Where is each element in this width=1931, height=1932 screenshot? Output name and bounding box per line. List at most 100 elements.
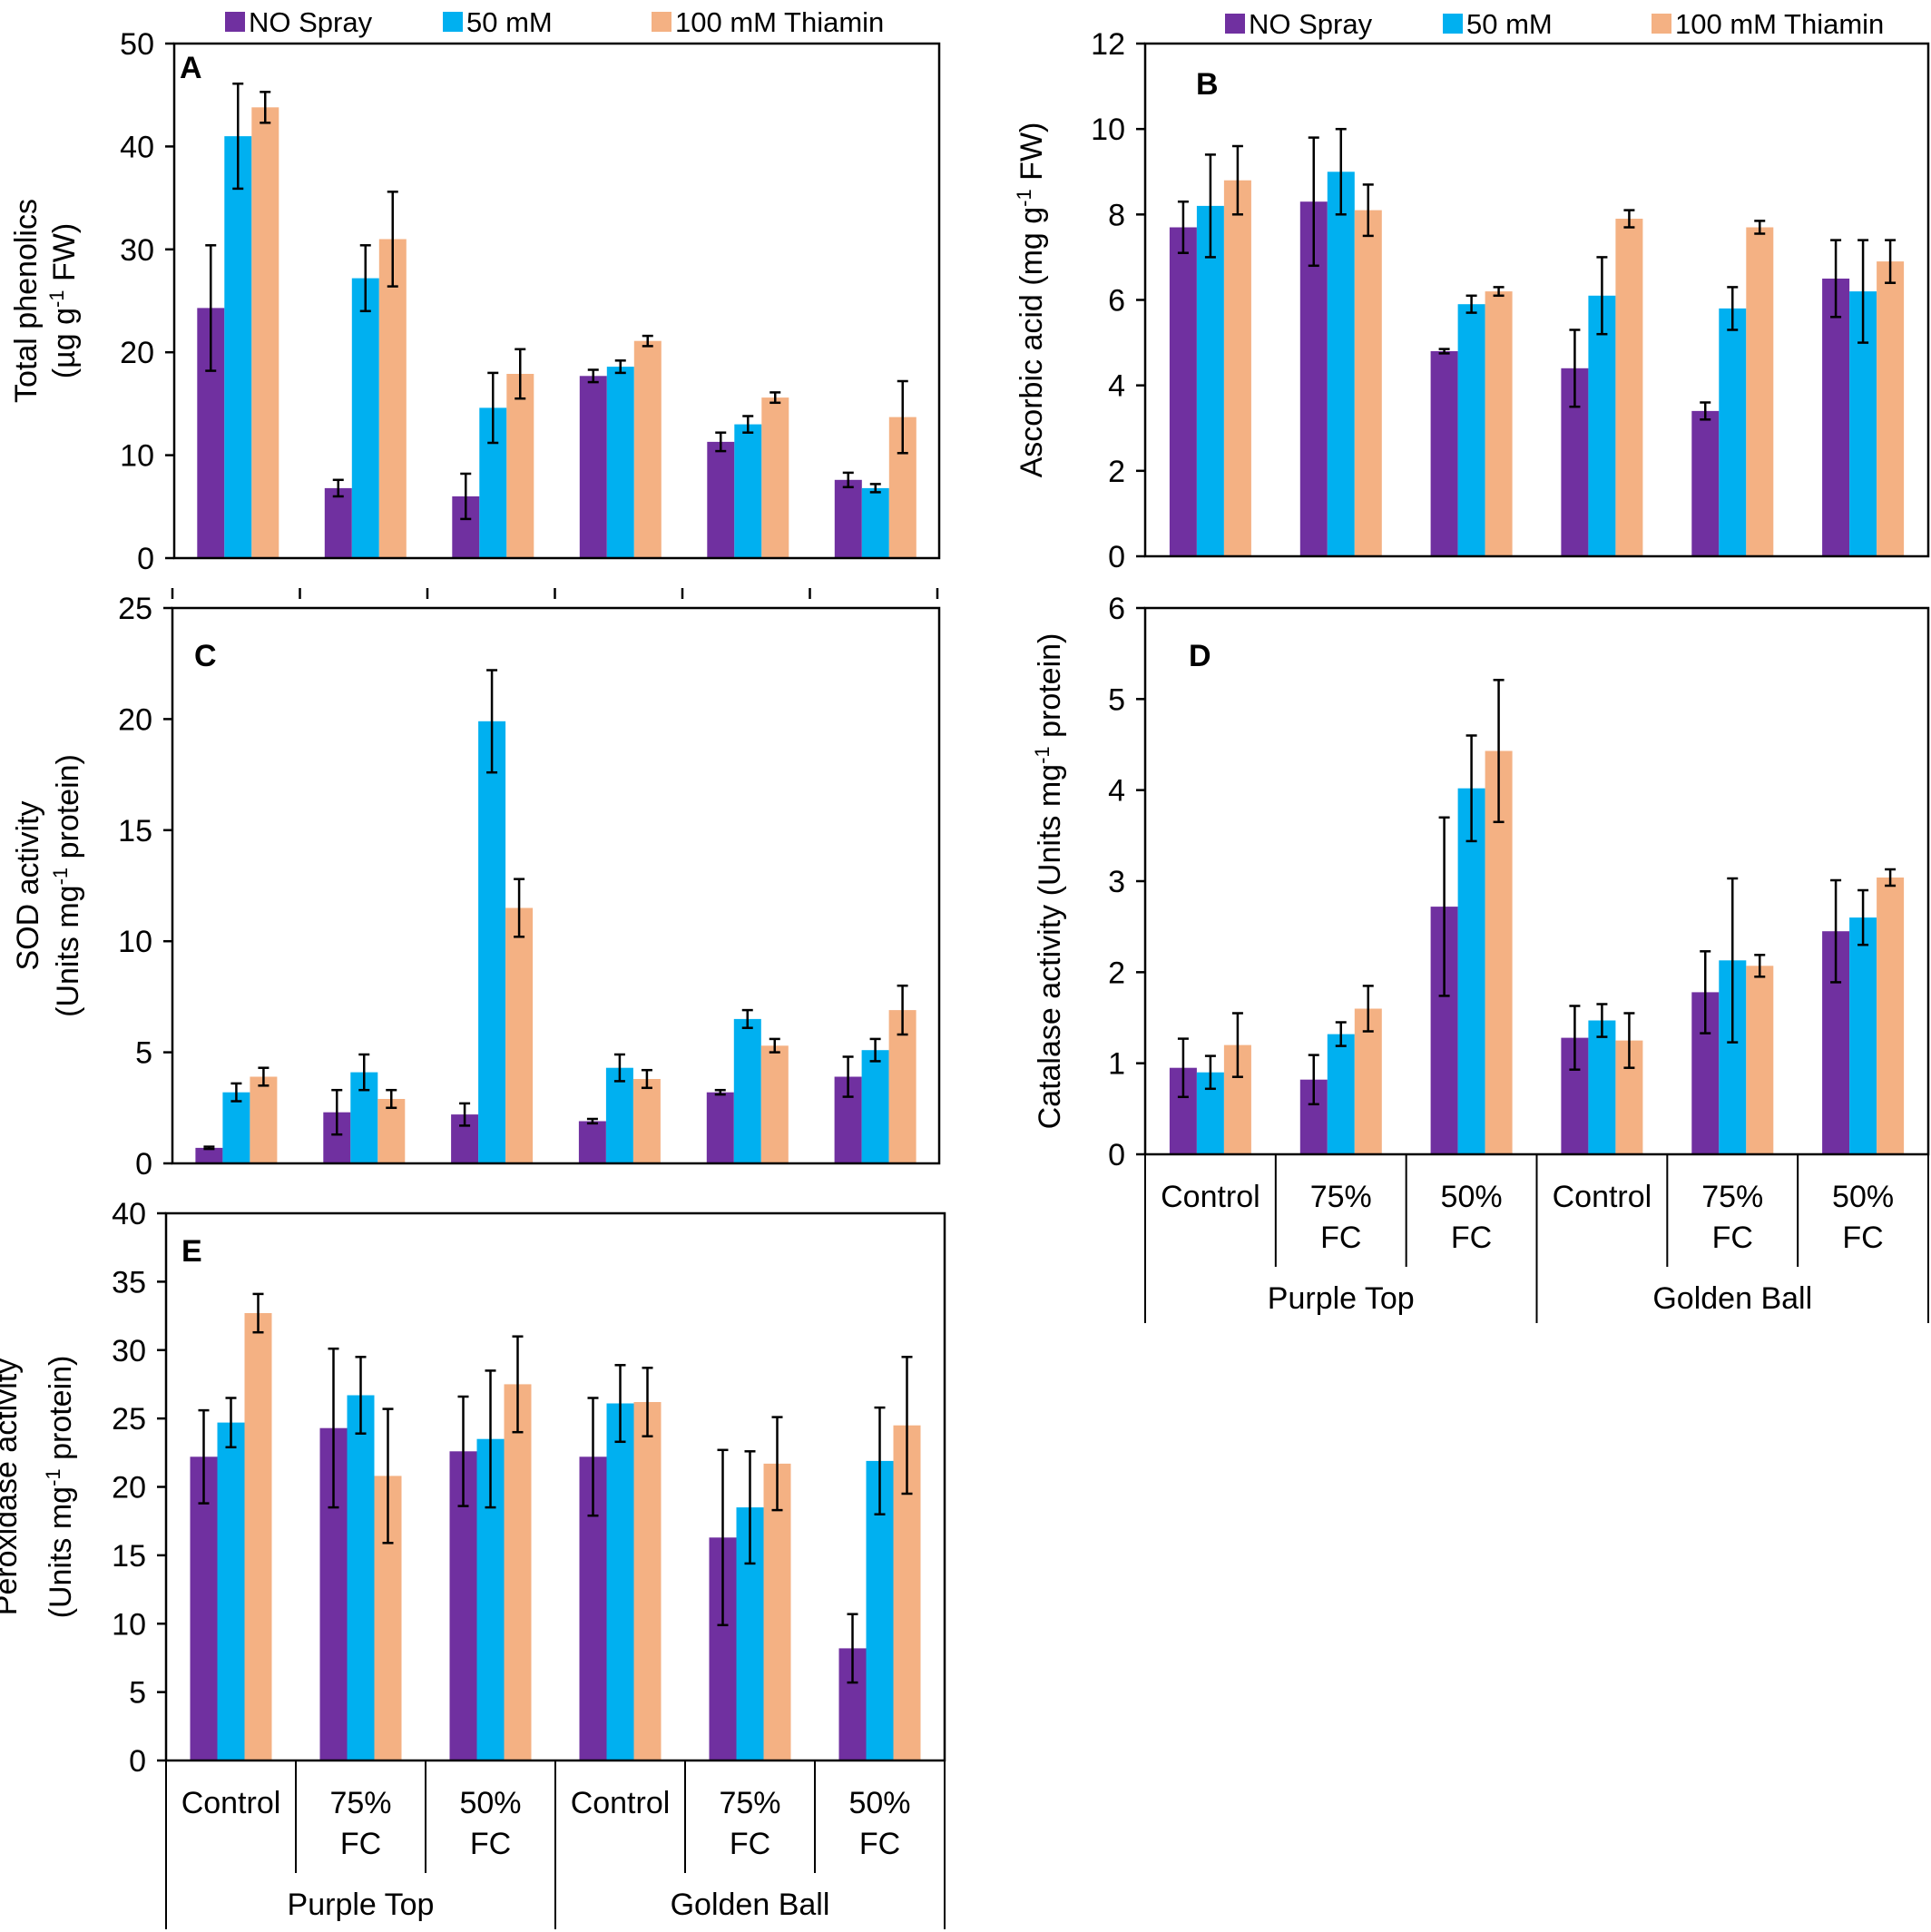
plot-frame	[1143, 606, 1930, 1156]
y-tick-label: 10	[120, 439, 154, 474]
legend: NO Spray 50 mM 100 mM Thiamin	[225, 6, 884, 38]
bar	[244, 1313, 272, 1760]
bar	[578, 1121, 606, 1163]
plot-frame	[164, 1211, 946, 1762]
legend-swatch	[1443, 14, 1463, 34]
category-label: 50% FC	[848, 1786, 910, 1861]
bar	[734, 424, 762, 558]
y-tick-label: 35	[112, 1265, 146, 1299]
bar	[861, 1050, 889, 1163]
category-label: 75% FC	[329, 1786, 391, 1861]
y-tick-label: 25	[112, 1402, 146, 1437]
bar	[606, 1403, 634, 1760]
panel-letter: A	[180, 51, 202, 85]
bar	[1588, 1020, 1616, 1154]
category-label: 75% FC	[719, 1786, 780, 1861]
bar	[347, 1395, 375, 1760]
bar	[1354, 1008, 1382, 1154]
y-tick-label: 0	[129, 1744, 146, 1779]
y-tick-label: 0	[1108, 540, 1125, 574]
plot-frame	[1143, 42, 1930, 558]
category-label: 75% FC	[1310, 1180, 1372, 1255]
plot-frame	[172, 42, 941, 560]
y-tick-label: 50	[120, 27, 154, 62]
y-tick-label: 12	[1091, 27, 1125, 62]
bar	[707, 441, 735, 558]
bar	[377, 1099, 406, 1163]
bar	[761, 397, 789, 558]
bar	[1196, 205, 1224, 556]
bar	[195, 1147, 223, 1163]
category-label: Control	[181, 1786, 281, 1820]
panel-d: 0 1 2 3 4 5 6 Catalase activity (Units mg-1 pro…	[1031, 592, 1930, 1323]
y-tick-label: 10	[112, 1607, 146, 1642]
bar	[1457, 304, 1485, 556]
y-axis-title-line1: Total phenolics	[9, 199, 44, 403]
bar	[632, 1079, 661, 1163]
y-axis-title-line1: Peroxidase activity	[0, 1358, 24, 1615]
bar	[1877, 261, 1905, 556]
category-label: Control	[1161, 1180, 1260, 1214]
bar	[706, 1092, 734, 1163]
bar	[190, 1456, 218, 1760]
bar	[733, 1018, 761, 1163]
bar	[834, 479, 862, 558]
legend-swatch	[443, 12, 463, 32]
panel-letter: D	[1189, 639, 1211, 673]
y-tick-label: 2	[1108, 455, 1125, 489]
bar	[1430, 351, 1458, 556]
bar	[606, 367, 634, 558]
legend-swatch	[1225, 14, 1245, 34]
y-tick-label: 0	[137, 542, 154, 576]
y-tick-label: 8	[1108, 198, 1125, 232]
group-label: Golden Ball	[1652, 1281, 1812, 1316]
category-label: Control	[571, 1786, 671, 1820]
legend-label: 50 mM	[466, 6, 553, 38]
y-tick-label: 15	[112, 1539, 146, 1574]
y-tick-label: 20	[118, 702, 152, 737]
bar	[324, 487, 352, 558]
bar	[1719, 308, 1747, 556]
y-tick-label: 25	[118, 592, 152, 626]
bar	[224, 136, 252, 558]
bar	[222, 1092, 250, 1163]
y-axis-title-line2: (Units mg-1 protein)	[49, 754, 85, 1017]
category-label: 50% FC	[459, 1786, 521, 1861]
bar	[1746, 966, 1774, 1154]
bar	[478, 721, 506, 1163]
y-tick-label: 40	[112, 1197, 146, 1231]
y-axis-title-line2: Ascorbic acid (mg g-1 FW)	[1013, 123, 1049, 478]
legend-label: 50 mM	[1466, 8, 1553, 40]
y-tick-label: 6	[1108, 284, 1125, 319]
y-tick-label: 0	[135, 1147, 152, 1182]
panel-e: 0 5 10 15 20 25 30 35 40 Peroxidase activity (Unit…	[0, 1197, 946, 1929]
legend-label: NO Spray	[249, 6, 373, 38]
y-tick-label: 3	[1108, 865, 1125, 899]
y-tick-label: 4	[1108, 369, 1125, 404]
plot-frame	[171, 606, 941, 1165]
panel-letter: E	[181, 1234, 202, 1269]
category-label: 50% FC	[1441, 1180, 1503, 1255]
bar	[1849, 917, 1877, 1154]
bar	[351, 278, 379, 558]
panel-letter: B	[1196, 67, 1219, 102]
y-tick-label: 10	[118, 925, 152, 959]
bar	[1691, 410, 1720, 556]
bar	[1327, 172, 1355, 557]
bar	[1588, 295, 1616, 556]
category-label: 50% FC	[1832, 1180, 1894, 1255]
bar	[605, 1067, 633, 1163]
bar	[1877, 878, 1905, 1154]
y-tick-label: 6	[1108, 592, 1125, 626]
y-tick-label: 5	[129, 1676, 146, 1711]
category-label: 75% FC	[1701, 1180, 1763, 1255]
bar	[1223, 180, 1251, 556]
panel-c: 0 5 10 15 20 25 SOD activity (Units mg-1 protei…	[11, 592, 941, 1182]
bar	[378, 239, 407, 558]
bar	[505, 907, 534, 1163]
bar	[579, 376, 607, 558]
y-tick-label: 1	[1108, 1047, 1125, 1082]
group-label: Purple Top	[288, 1888, 435, 1922]
legend-swatch	[1652, 14, 1671, 34]
